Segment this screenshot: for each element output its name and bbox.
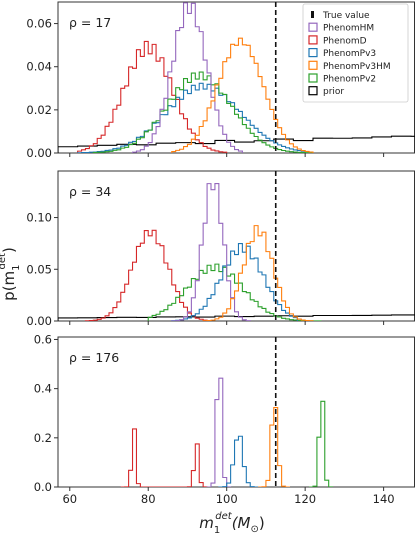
y-axis-label: p(m1det): [0, 247, 22, 301]
y-tick-label: 0.2: [34, 431, 52, 445]
legend-label: True value: [322, 11, 370, 21]
series-phenompv3-step: [171, 242, 298, 321]
legend-swatch: [308, 22, 318, 32]
legend-label: PhenomPv2: [323, 75, 376, 85]
series-phenomd-step: [120, 428, 211, 487]
series-phenompv3hm-step: [171, 37, 314, 153]
y-tick-label: 0.05: [26, 262, 52, 276]
legend-item-true-value: True value: [311, 11, 370, 21]
legend-item-phenompv3: PhenomPv3: [308, 47, 376, 59]
legend-label: prior: [323, 87, 344, 97]
snr-label: ρ = 176: [69, 350, 119, 365]
x-tick-label: 60: [62, 492, 77, 506]
y-tick-label: 0.4: [34, 382, 52, 396]
series-phenompv3-step: [218, 435, 259, 487]
legend-item-phenompv3hm: PhenomPv3HM: [308, 60, 391, 72]
legend-label: PhenomPv3: [323, 49, 376, 59]
legend-dashed-marker: [311, 11, 314, 18]
y-tick-label: 0.04: [26, 60, 52, 74]
series-phenomhm-step: [206, 377, 232, 487]
series-phenompv2-step: [309, 400, 334, 487]
y-tick-label: 0.10: [26, 211, 52, 225]
legend-item-phenomhm: PhenomHM: [308, 22, 374, 34]
legend-item-phenomd: PhenomD: [308, 35, 367, 46]
x-axis-label: m1det(M⊙): [199, 511, 264, 534]
series-prior-step: [58, 314, 415, 321]
y-tick-label: 0.02: [26, 103, 52, 117]
legend-box: [302, 3, 409, 103]
panel-1: 0.00 0.02 0.04 0.06 ρ = 17: [26, 1, 415, 160]
panel-frame: [57, 170, 415, 322]
legend-item-prior: prior: [308, 86, 344, 97]
x-tick-label: 80: [141, 492, 156, 506]
plot-layer: 0.00 0.02 0.04 0.06 ρ = 17 0.00 0.05 0.10 ρ = 34…: [26, 1, 415, 506]
series-phenompv3-step: [77, 82, 306, 153]
x-tick-label: 120: [294, 492, 316, 506]
series-phenompv3hm-step: [202, 225, 314, 321]
series-phenomd-step: [77, 40, 228, 153]
y-tick-label: 0.00: [26, 146, 52, 160]
legend-swatch: [308, 47, 318, 58]
series-phenomhm-step: [131, 2, 243, 153]
panel-3: 0.0 0.2 0.4 0.6 ρ = 176: [34, 332, 415, 494]
legend-swatch: [308, 73, 318, 83]
series-phenompv3hm-step: [258, 406, 291, 487]
series-group: [58, 2, 415, 153]
legend-swatch: [308, 35, 318, 45]
series-group: [120, 377, 334, 487]
legend: True value PhenomHM PhenomD PhenomPv3 Phenom…: [302, 3, 409, 103]
y-tick-label: 0.0: [34, 480, 52, 494]
legend-swatch: [308, 86, 318, 96]
series-phenomhm-step: [171, 183, 251, 321]
y-tick-label: 0.00: [26, 314, 52, 328]
snr-label: ρ = 17: [69, 15, 111, 30]
panel-2: 0.00 0.05 0.10 ρ = 34: [26, 170, 415, 328]
series-prior-step: [58, 135, 415, 153]
legend-item-phenompv2: PhenomPv2: [308, 73, 376, 85]
series-phenompv2-step: [92, 71, 314, 153]
legend-label: PhenomHM: [323, 24, 374, 34]
y-tick-label: 0.6: [34, 332, 52, 346]
y-tick-label: 0.06: [26, 17, 52, 31]
legend-label: PhenomD: [323, 36, 367, 46]
legend-swatch: [308, 60, 318, 70]
series-phenomd-step: [84, 229, 212, 321]
legend-label: PhenomPv3HM: [323, 62, 391, 72]
series-group: [58, 183, 415, 321]
snr-label: ρ = 34: [69, 184, 111, 199]
series-phenompv2-step: [147, 263, 322, 321]
x-tick-label: 100: [216, 492, 238, 506]
x-tick-label: 140: [373, 492, 395, 506]
